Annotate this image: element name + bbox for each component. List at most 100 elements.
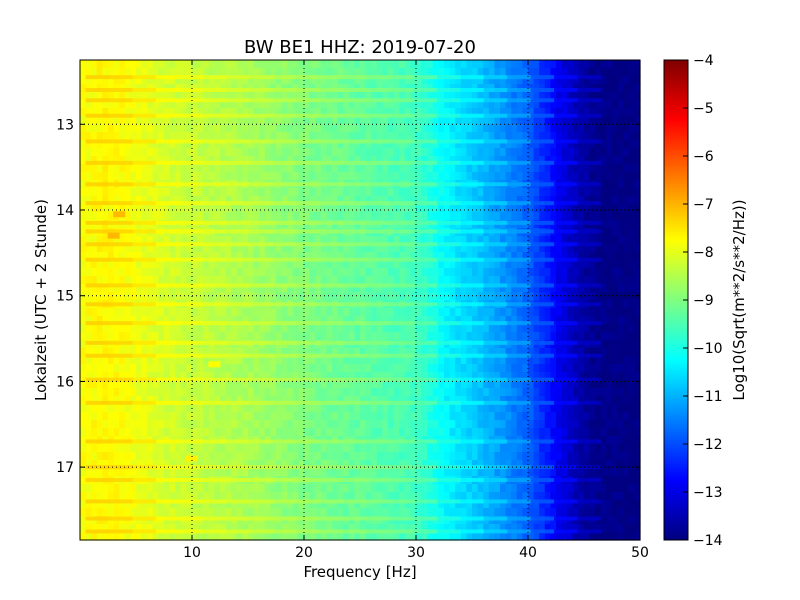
heatmap-cell — [287, 124, 294, 133]
heatmap-cell — [158, 452, 165, 461]
heatmap-cell — [376, 284, 383, 293]
heatmap-cell — [494, 316, 501, 325]
heatmap-cell — [96, 316, 103, 325]
heatmap-cell — [533, 76, 540, 85]
heatmap-cell — [119, 172, 126, 181]
heatmap-cell — [550, 76, 557, 85]
heatmap-cell — [80, 156, 87, 165]
heatmap-cell — [511, 204, 518, 213]
heatmap-cell — [399, 276, 406, 285]
heatmap-cell — [248, 404, 255, 413]
heatmap-cell — [438, 444, 445, 453]
heatmap-cell — [382, 388, 389, 397]
heatmap-cell — [550, 444, 557, 453]
heatmap-cell — [270, 124, 277, 133]
heatmap-cell — [208, 372, 215, 381]
heatmap-cell — [634, 268, 641, 277]
heatmap-cell — [343, 108, 350, 117]
heatmap-cell — [236, 172, 243, 181]
heatmap-cell — [634, 396, 641, 405]
heatmap-cell — [186, 428, 193, 437]
heatmap-cell — [214, 188, 221, 197]
heatmap-cell — [516, 188, 523, 197]
heatmap-cell — [253, 316, 260, 325]
heatmap-cell — [572, 380, 579, 389]
heatmap-cell — [595, 348, 602, 357]
heatmap-cell — [348, 244, 355, 253]
heatmap-cell — [438, 452, 445, 461]
heatmap-cell — [220, 420, 227, 429]
heatmap-cell — [236, 100, 243, 109]
heatmap-cell — [214, 92, 221, 101]
heatmap-cell — [354, 108, 361, 117]
heatmap-cell — [343, 452, 350, 461]
heatmap-cell — [421, 268, 428, 277]
heatmap-cell — [612, 428, 619, 437]
heatmap-cell — [511, 260, 518, 269]
heatmap-cell — [208, 204, 215, 213]
heatmap-cell — [449, 212, 456, 221]
heatmap-cell — [494, 188, 501, 197]
heatmap-cell — [236, 244, 243, 253]
heatmap-cell — [276, 452, 283, 461]
heatmap-cell — [421, 332, 428, 341]
heatmap-cell — [309, 188, 316, 197]
heatmap-cell — [567, 172, 574, 181]
heatmap-cell — [281, 260, 288, 269]
heatmap-cell — [259, 292, 266, 301]
heatmap-cell — [472, 396, 479, 405]
heatmap-cell — [488, 284, 495, 293]
heatmap-cell — [236, 212, 243, 221]
heatmap-cell — [152, 276, 159, 285]
heatmap-cell — [539, 132, 546, 141]
heatmap-cell — [606, 244, 613, 253]
heatmap-cell — [612, 132, 619, 141]
heatmap-cell — [315, 308, 322, 317]
heatmap-cell — [360, 388, 367, 397]
heatmap-cell — [180, 100, 187, 109]
heatmap-cell — [606, 236, 613, 245]
heatmap-cell — [270, 316, 277, 325]
heatmap-cell — [326, 132, 333, 141]
heatmap-cell — [192, 364, 199, 373]
heatmap-cell — [292, 172, 299, 181]
heatmap-cell — [276, 92, 283, 101]
heatmap-cell — [533, 316, 540, 325]
heatmap-cell — [158, 420, 165, 429]
heatmap-cell — [136, 420, 143, 429]
heatmap-cell — [365, 412, 372, 421]
heatmap-cell — [102, 444, 109, 453]
heatmap-cell — [298, 324, 305, 333]
heatmap-cell — [326, 172, 333, 181]
heatmap-cell — [309, 60, 316, 69]
heatmap-cell — [449, 388, 456, 397]
heatmap-cell — [248, 380, 255, 389]
heatmap-cell — [253, 404, 260, 413]
heatmap-cell — [455, 444, 462, 453]
heatmap-cell — [264, 140, 271, 149]
heatmap-cell — [427, 76, 434, 85]
heatmap-cell — [634, 236, 641, 245]
heatmap-cell — [556, 380, 563, 389]
heatmap-cell — [438, 316, 445, 325]
heatmap-cell — [500, 292, 507, 301]
heatmap-cell — [444, 68, 451, 77]
heatmap-cell — [152, 284, 159, 293]
heatmap-cell — [628, 404, 635, 413]
heatmap-cell — [360, 348, 367, 357]
heatmap-cell — [315, 284, 322, 293]
heatmap-cell — [248, 188, 255, 197]
heatmap-cell — [544, 100, 551, 109]
heatmap-cell — [158, 348, 165, 357]
heatmap-cell — [410, 348, 417, 357]
heatmap-cell — [578, 276, 585, 285]
heatmap-cell — [634, 172, 641, 181]
heatmap-cell — [304, 164, 311, 173]
heatmap-cell — [421, 116, 428, 125]
heatmap-cell — [533, 372, 540, 381]
heatmap-cell — [427, 172, 434, 181]
heatmap-cell — [589, 116, 596, 125]
heatmap-cell — [578, 260, 585, 269]
heatmap-cell — [404, 396, 411, 405]
heatmap-cell — [180, 244, 187, 253]
